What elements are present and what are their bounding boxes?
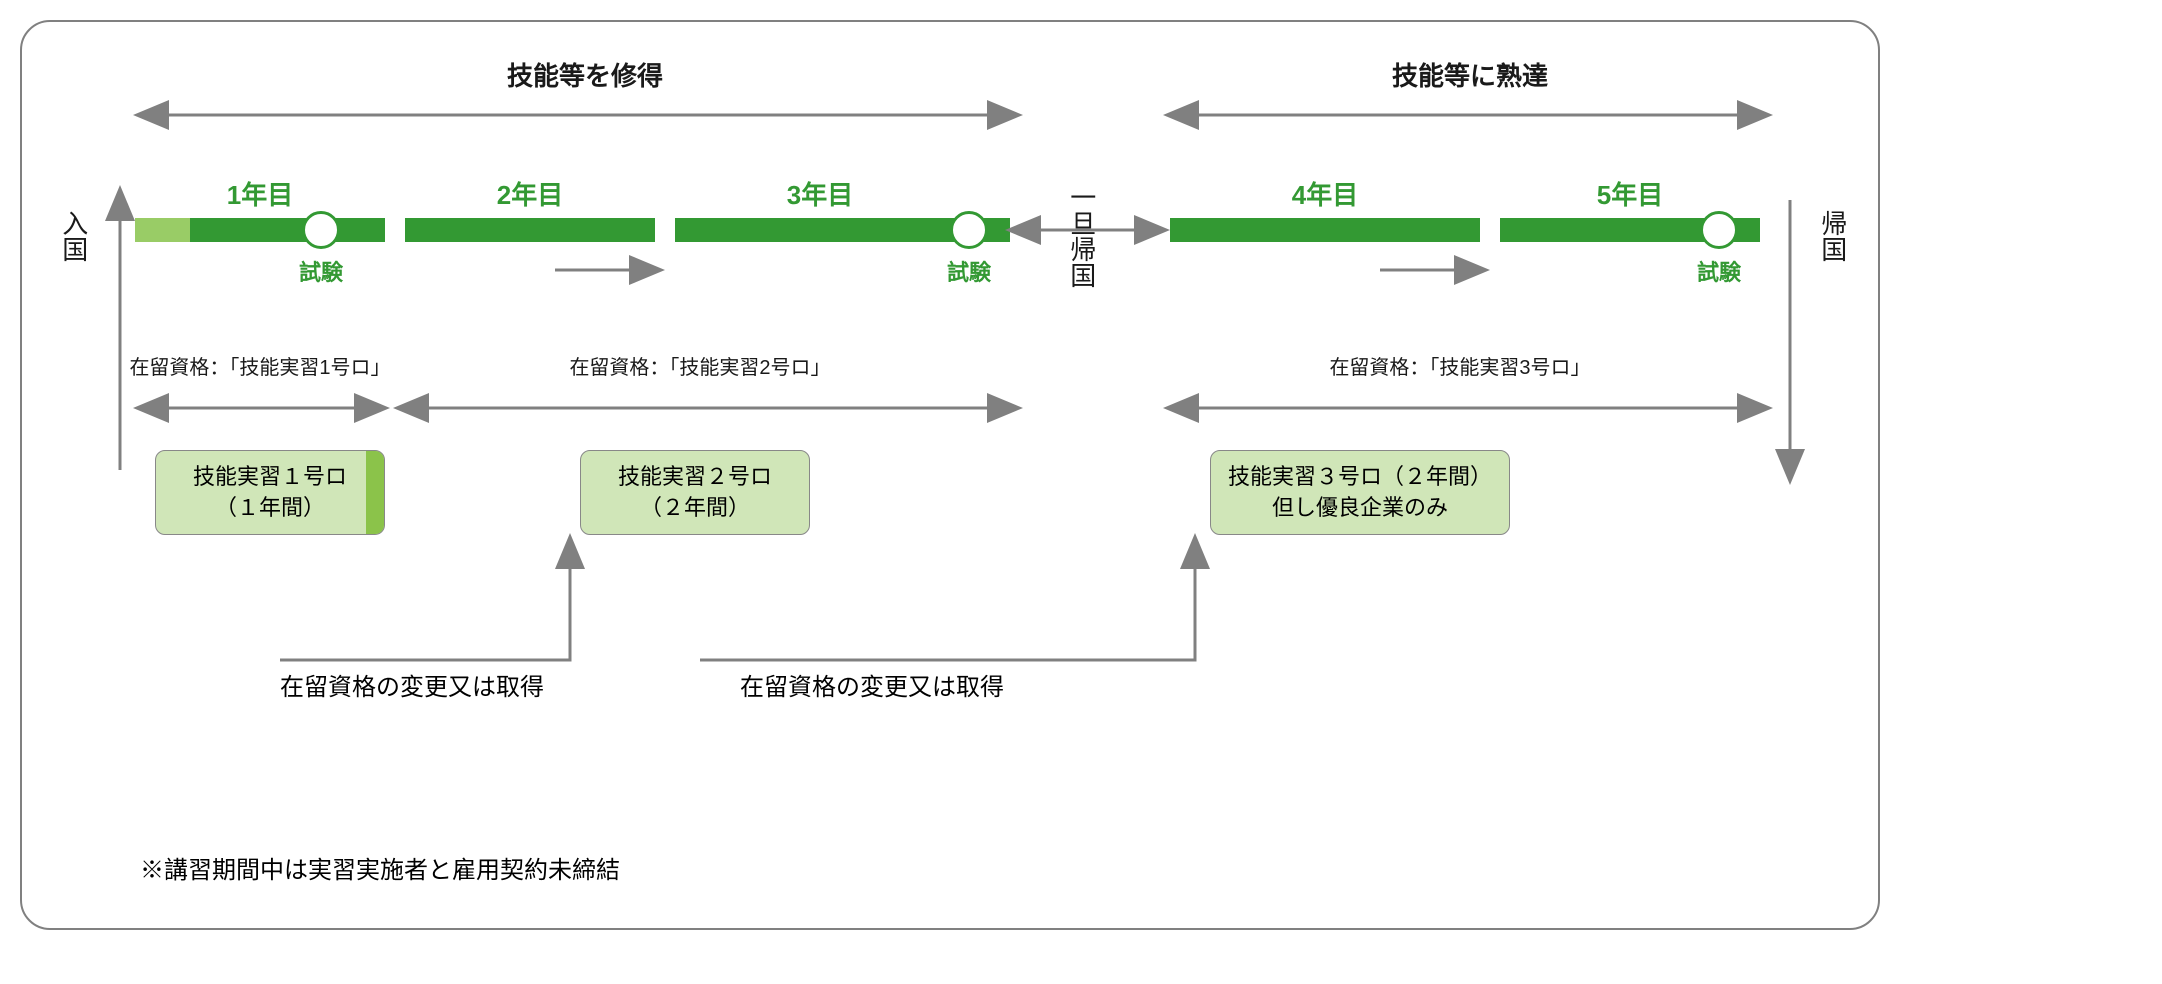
elbow-to-box3 bbox=[0, 0, 2162, 984]
arrow-caption-2: 在留資格の変更又は取得 bbox=[740, 670, 1004, 706]
diagram-stage: 入国 一旦帰国 帰国 1年目 2年目 3年目 4年目 5年目 試験 試験 試験 bbox=[0, 0, 2162, 984]
note: ※講習期間中は実習実施者と雇用契約未締結 bbox=[140, 850, 620, 885]
arrow-caption-1: 在留資格の変更又は取得 bbox=[280, 670, 544, 706]
